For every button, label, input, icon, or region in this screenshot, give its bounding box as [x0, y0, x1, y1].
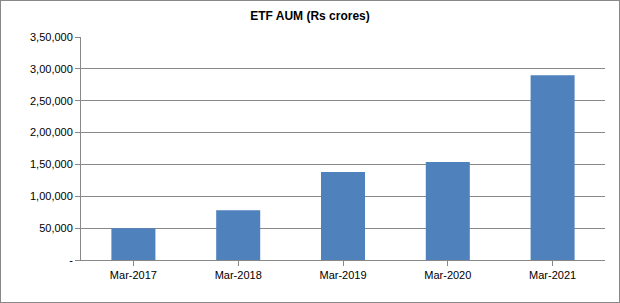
svg-text:-: - [69, 254, 73, 266]
svg-text:3,00,000: 3,00,000 [30, 63, 73, 75]
svg-text:2,00,000: 2,00,000 [30, 126, 73, 138]
svg-text:Mar-2017: Mar-2017 [110, 269, 157, 281]
svg-text:1,00,000: 1,00,000 [30, 190, 73, 202]
svg-text:Mar-2020: Mar-2020 [424, 269, 471, 281]
svg-text:Mar-2021: Mar-2021 [529, 269, 576, 281]
svg-text:Mar-2019: Mar-2019 [319, 269, 366, 281]
svg-text:3,50,000: 3,50,000 [30, 31, 73, 43]
svg-text:1,50,000: 1,50,000 [30, 158, 73, 170]
svg-text:Mar-2018: Mar-2018 [215, 269, 262, 281]
svg-text:50,000: 50,000 [39, 222, 73, 234]
svg-text:2,50,000: 2,50,000 [30, 95, 73, 107]
svg-text:ETF AUM (Rs crores): ETF AUM (Rs crores) [250, 9, 370, 23]
